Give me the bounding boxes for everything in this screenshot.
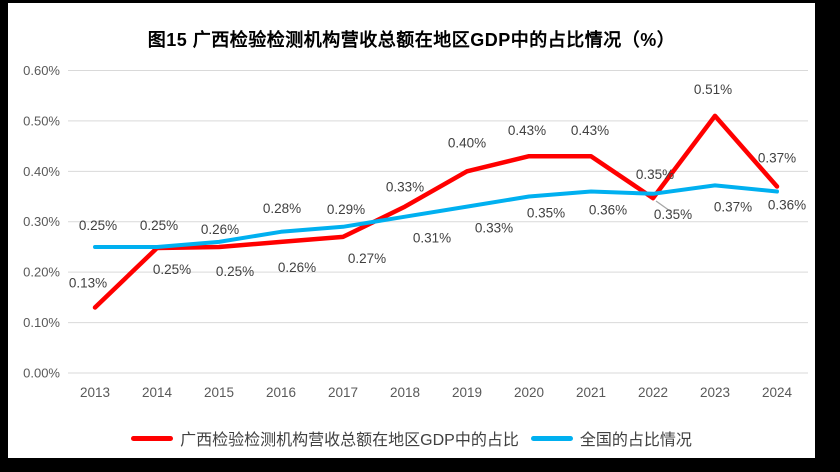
data-label: 0.26% bbox=[201, 222, 239, 237]
chart-canvas bbox=[8, 3, 815, 458]
data-label: 0.33% bbox=[386, 180, 424, 195]
data-label: 0.31% bbox=[413, 231, 451, 246]
y-axis-tick-label: 0.20% bbox=[23, 265, 60, 280]
x-axis-tick-label: 2023 bbox=[700, 385, 730, 400]
data-label: 0.51% bbox=[694, 82, 732, 97]
data-label: 0.26% bbox=[278, 260, 316, 275]
x-axis-tick-label: 2016 bbox=[266, 385, 296, 400]
legend-line-swatch-red-icon bbox=[131, 435, 174, 441]
legend-label-national: 全国的占比情况 bbox=[579, 432, 692, 449]
data-label: 0.36% bbox=[589, 202, 627, 217]
series-line-national bbox=[93, 183, 779, 249]
legend-label-guangxi: 广西检验检测机构营收总额在地区GDP中的占比 bbox=[180, 432, 519, 449]
x-axis-tick-label: 2020 bbox=[514, 385, 544, 400]
series-line-guangxi bbox=[92, 113, 780, 310]
data-label: 0.35% bbox=[636, 167, 674, 182]
x-axis-tick-label: 2017 bbox=[328, 385, 358, 400]
x-axis-tick-label: 2024 bbox=[762, 385, 793, 400]
data-label: 0.25% bbox=[140, 218, 178, 233]
legend-item-guangxi: 广西检验检测机构营收总额在地区GDP中的占比 bbox=[131, 426, 519, 450]
data-label: 0.43% bbox=[508, 123, 546, 138]
x-axis-tick-label: 2022 bbox=[638, 385, 668, 400]
data-label: 0.35% bbox=[527, 206, 565, 221]
legend-item-national: 全国的占比情况 bbox=[530, 426, 692, 450]
data-label: 0.28% bbox=[263, 201, 301, 216]
legend-line-swatch-blue-icon bbox=[530, 435, 573, 441]
y-axis-tick-label: 0.30% bbox=[23, 214, 60, 229]
data-label: 0.36% bbox=[768, 197, 806, 212]
data-label: 0.43% bbox=[571, 123, 609, 138]
data-label: 0.29% bbox=[327, 202, 365, 217]
x-axis-tick-label: 2014 bbox=[142, 385, 173, 400]
data-label: 0.40% bbox=[448, 135, 486, 150]
y-axis-tick-label: 0.00% bbox=[23, 366, 60, 381]
y-axis-tick-label: 0.60% bbox=[23, 63, 60, 78]
x-axis-tick-label: 2019 bbox=[452, 385, 482, 400]
y-axis-tick-label: 0.40% bbox=[23, 164, 60, 179]
x-axis-tick-label: 2015 bbox=[204, 385, 234, 400]
data-label: 0.35% bbox=[654, 207, 692, 222]
data-label: 0.25% bbox=[79, 218, 117, 233]
y-axis-tick-label: 0.50% bbox=[23, 113, 60, 128]
chart-title: 图15 广西检验检测机构营收总额在地区GDP中的占比情况（%） bbox=[147, 30, 676, 50]
data-label: 0.33% bbox=[475, 221, 513, 236]
x-axis-tick-label: 2018 bbox=[390, 385, 420, 400]
legend: 广西检验检测机构营收总额在地区GDP中的占比 全国的占比情况 bbox=[8, 427, 815, 449]
data-label: 0.27% bbox=[348, 251, 386, 266]
y-axis-tick-label: 0.10% bbox=[23, 315, 60, 330]
data-label: 0.37% bbox=[758, 150, 796, 165]
data-label-leader-line bbox=[655, 200, 671, 212]
data-label: 0.13% bbox=[69, 275, 107, 290]
x-axis-tick-label: 2013 bbox=[80, 385, 110, 400]
data-label: 0.25% bbox=[153, 262, 191, 277]
data-label: 0.25% bbox=[216, 264, 254, 279]
data-label: 0.37% bbox=[714, 199, 752, 214]
x-axis-tick-label: 2021 bbox=[576, 385, 606, 400]
